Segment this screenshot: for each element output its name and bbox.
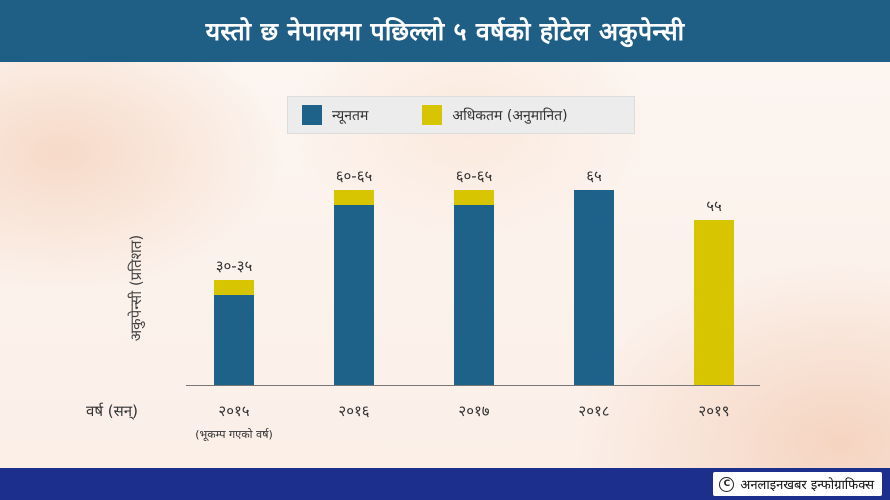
page-title: यस्तो छ नेपालमा पछिल्लो ५ वर्षको होटेल अ…: [205, 17, 685, 46]
legend-swatch-maximum: [422, 105, 443, 125]
data-label-2: ६०-६५: [456, 167, 493, 185]
legend-item-maximum: अधिकतम (अनुमानित): [422, 105, 568, 125]
bar-maximum-4: [694, 220, 734, 385]
bar-maximum-2: [454, 190, 494, 205]
bar-chart: वर्ष (सन्) ३०-३५ २०१५ (भूकम्प गएको वर्ष) ६०-…: [86, 167, 760, 442]
legend-item-minimum: न्यूनतम: [302, 105, 368, 125]
credit-text: अनलाइनखबर इन्फोग्राफिक्स: [740, 478, 874, 493]
header-banner: यस्तो छ नेपालमा पछिल्लो ५ वर्षको होटेल अ…: [0, 0, 890, 62]
copyright-icon: C: [719, 476, 735, 492]
x-tick-label-1: २०१६: [338, 402, 369, 420]
bar-minimum-3: [574, 190, 614, 385]
x-tick-label-2: २०१७: [458, 402, 489, 420]
x-tick-label-0: २०१५: [218, 402, 249, 420]
bar-minimum-0: [214, 295, 254, 385]
bar-minimum-1: [334, 205, 374, 385]
chart-legend: न्यूनतम अधिकतम (अनुमानित): [287, 96, 635, 134]
x-tick-label-4: २०१९: [698, 402, 729, 420]
legend-swatch-minimum: [302, 105, 322, 125]
data-label-1: ६०-६५: [336, 167, 373, 185]
legend-label-maximum: अधिकतम (अनुमानित): [452, 107, 568, 124]
bar-minimum-2: [454, 205, 494, 385]
x-tick-note-0: (भूकम्प गएको वर्ष): [195, 428, 273, 442]
data-label-3: ६५: [586, 167, 602, 185]
legend-label-minimum: न्यूनतम: [332, 107, 369, 124]
data-label-0: ३०-३५: [216, 257, 253, 275]
x-axis-label: वर्ष (सन्): [86, 402, 138, 420]
footer-bar: C अनलाइनखबर इन्फोग्राफिक्स: [0, 468, 890, 500]
credit-badge: C अनलाइनखबर इन्फोग्राफिक्स: [713, 472, 882, 496]
data-label-4: ५५: [706, 197, 722, 215]
bar-maximum-0: [214, 280, 254, 295]
bar-maximum-1: [334, 190, 374, 205]
x-tick-label-3: २०१८: [578, 402, 609, 420]
